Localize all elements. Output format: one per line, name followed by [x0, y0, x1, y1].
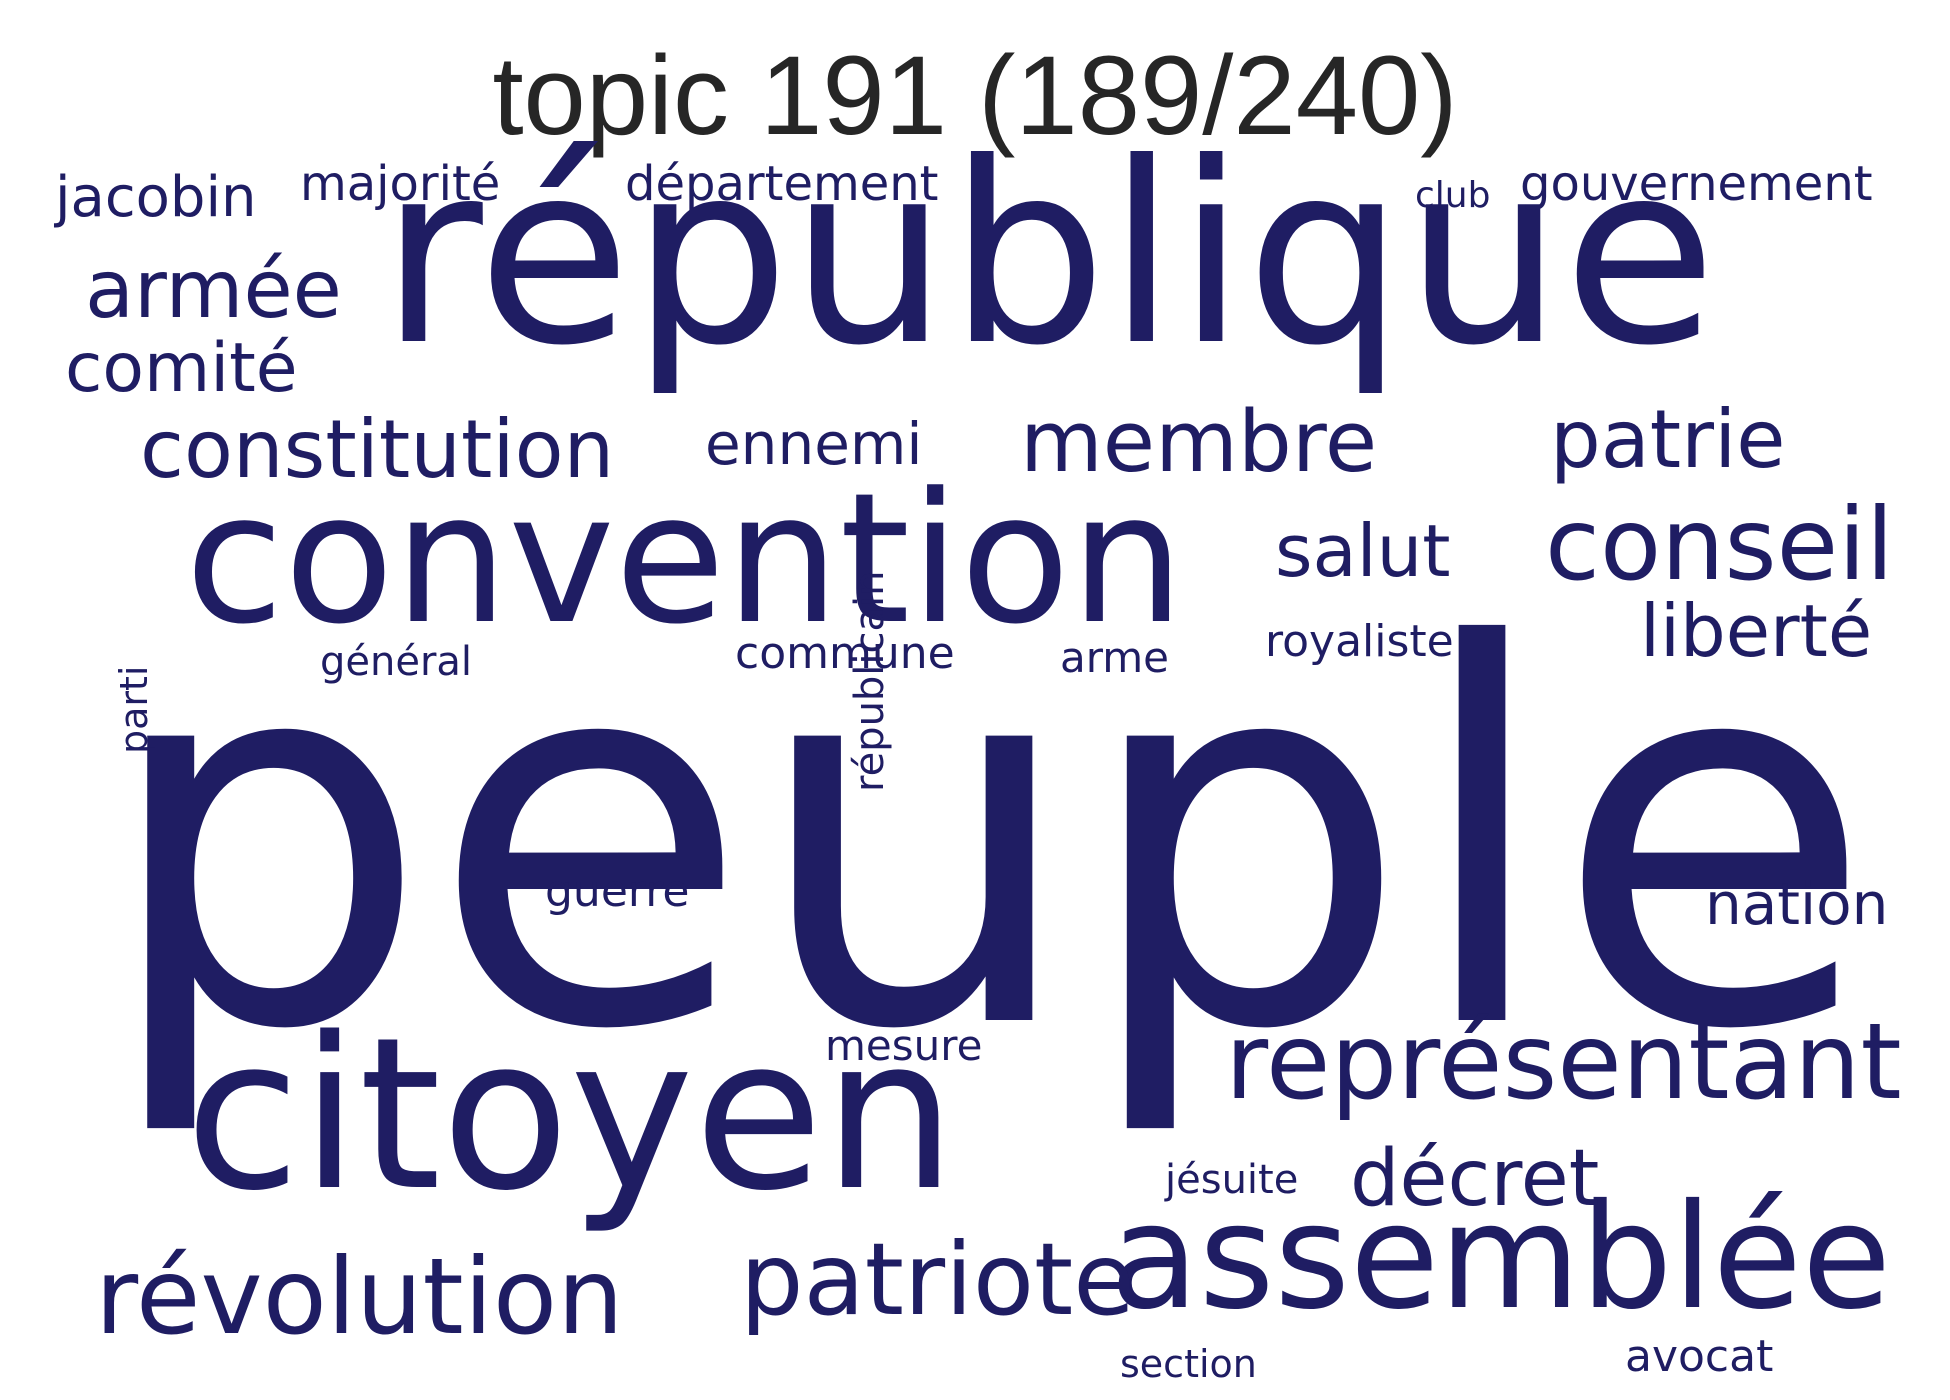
- word-12: patrie: [1550, 400, 1786, 480]
- word-23: royaliste: [1265, 620, 1454, 664]
- word-9: membre: [1020, 400, 1377, 485]
- word-30: jésuite: [1165, 1160, 1298, 1200]
- word-5: représentant: [1225, 1010, 1902, 1115]
- word-20: gouvernement: [1520, 160, 1873, 208]
- word-1: république: [380, 130, 1717, 380]
- word-25: guerre: [545, 870, 689, 914]
- word-3: convention: [185, 470, 1184, 650]
- word-34: parti: [115, 666, 153, 755]
- word-32: général: [320, 642, 472, 682]
- word-17: nation: [1705, 875, 1888, 933]
- word-8: conseil: [1545, 495, 1894, 595]
- word-33: club: [1415, 178, 1490, 214]
- word-28: républicain: [850, 570, 890, 792]
- word-27: mesure: [825, 1025, 982, 1067]
- word-29: arme: [1060, 637, 1169, 679]
- word-14: liberté: [1640, 595, 1872, 667]
- word-21: département: [625, 160, 939, 208]
- word-13: décret: [1350, 1140, 1599, 1218]
- word-7: patriote: [740, 1230, 1135, 1330]
- word-18: ennemi: [705, 415, 923, 473]
- word-11: armée: [85, 250, 342, 330]
- word-24: commune: [735, 632, 955, 676]
- word-6: révolution: [95, 1245, 624, 1350]
- word-26: avocat: [1625, 1335, 1773, 1379]
- word-15: comité: [65, 335, 298, 403]
- word-16: salut: [1275, 515, 1451, 587]
- word-22: majorité: [300, 160, 500, 208]
- word-31: section: [1120, 1345, 1257, 1383]
- word-10: constitution: [140, 410, 614, 490]
- word-19: jacobin: [55, 170, 257, 226]
